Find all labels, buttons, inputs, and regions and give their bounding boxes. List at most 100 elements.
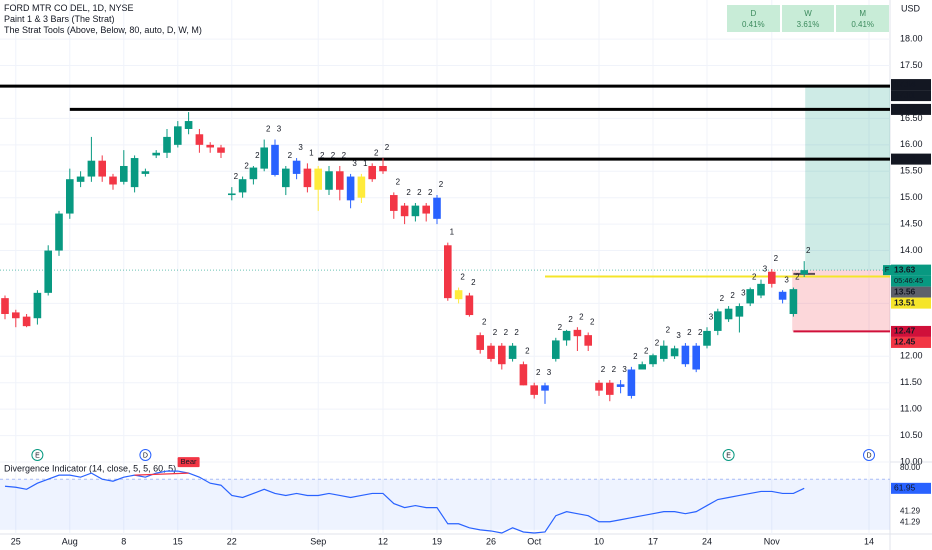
price-label: 17.14 (894, 79, 916, 89)
event-marker (863, 449, 875, 461)
strat-label: 2 (514, 328, 519, 337)
strat-label: 3 (676, 331, 681, 340)
divergence-line (134, 472, 189, 476)
candle-body (163, 136, 171, 153)
strat-label: 2 (406, 188, 411, 197)
candle-body (109, 176, 117, 185)
strat-label: 2 (396, 178, 401, 187)
strat-label: 3 (352, 159, 357, 168)
strat-label: 3 (622, 365, 627, 374)
x-tick-label: 14 (864, 536, 874, 546)
price-label: 13.63 (894, 264, 916, 274)
x-tick-label: 26 (486, 536, 496, 546)
candle-body (152, 152, 160, 156)
strat-label: 2 (504, 328, 509, 337)
strat-label: 2 (720, 294, 725, 303)
y-tick-label: 15.00 (900, 192, 923, 202)
y-tick-label: 11.50 (900, 377, 922, 387)
strat-label: 2 (331, 151, 336, 160)
candle-body (703, 330, 711, 346)
strat-label: 3 (547, 368, 552, 377)
candle-body (476, 335, 484, 350)
candle-body (282, 168, 290, 188)
tf-label: D (750, 9, 757, 18)
candle-body (552, 340, 560, 359)
pane-tick-label: 80.00 (900, 463, 921, 472)
candle-body (292, 160, 301, 174)
strat-label: 1 (309, 148, 314, 157)
strat-label: 2 (795, 273, 800, 282)
indicator-line (4, 470, 805, 534)
strat-label: 2 (612, 365, 617, 374)
candle-body (573, 329, 582, 337)
flag: F (885, 267, 889, 274)
band (0, 479, 890, 530)
price-label: 17.11 (894, 90, 915, 100)
strat-label: 2 (374, 148, 379, 157)
pane-tick-label: 41.29 (900, 507, 921, 516)
divergence-label: Bear (181, 457, 197, 466)
candle-body (487, 345, 495, 359)
candle-body (87, 160, 96, 177)
candle-body (735, 306, 744, 317)
indicator-label: The Strat Tools (Above, Below, 80, auto,… (4, 25, 202, 35)
strat-label: 2 (644, 347, 649, 356)
price-label: 12.47 (894, 326, 916, 336)
y-tick-label: 16.00 (900, 139, 923, 149)
candle-body (33, 292, 42, 319)
candle-body (346, 176, 355, 201)
strat-label: 2 (342, 151, 347, 160)
candle-body (55, 213, 63, 251)
pane-last-bg (891, 482, 931, 494)
y-tick-label: 18.00 (900, 33, 923, 43)
candle-body (303, 168, 312, 188)
candle-body (508, 345, 517, 359)
strat-label: 3 (763, 265, 768, 274)
tf-cell: W 3.61% (781, 5, 835, 32)
pane-last-label: 61.95 (894, 483, 916, 493)
candle-body (249, 167, 258, 180)
price-label-bg (891, 264, 931, 276)
x-tick-label: Sep (310, 536, 326, 546)
candle-body (271, 144, 279, 175)
candle-body (368, 165, 376, 180)
strat-label: 2 (579, 312, 584, 321)
candle-body (595, 382, 603, 391)
strat-label: 2 (568, 315, 573, 324)
candle-body (98, 160, 106, 177)
legend: FORD MTR CO DEL, 1D, NYSE Paint 1 & 3 Ba… (4, 3, 202, 36)
tf-value: 0.41% (851, 20, 875, 29)
candle-body (649, 355, 657, 365)
candle-body (411, 205, 420, 217)
candle-body (778, 291, 787, 300)
strat-label: 2 (266, 125, 271, 134)
strat-label: 2 (558, 323, 563, 332)
x-tick-label: 19 (432, 536, 442, 546)
x-tick-label: 17 (648, 536, 658, 546)
candle-body (325, 171, 333, 190)
tf-cell: M 0.41% (836, 5, 890, 32)
strat-label: 2 (320, 151, 325, 160)
price-label-bg (891, 90, 931, 102)
target-zone (805, 84, 890, 271)
strat-label: 2 (752, 273, 757, 282)
candle-body (584, 335, 592, 346)
candle-body (714, 311, 722, 331)
strat-label: 2 (536, 368, 541, 377)
price-label: 05:46:45 (894, 276, 923, 285)
event-label: E (726, 452, 731, 459)
candle-body (530, 385, 538, 395)
strat-label: 2 (525, 347, 530, 356)
strat-label: 3 (709, 312, 714, 321)
strat-label: 2 (655, 339, 660, 348)
candle-body (400, 205, 409, 217)
strat-label: 2 (806, 246, 811, 255)
candle-body (498, 345, 506, 365)
candle-body (141, 171, 150, 174)
candle-body (444, 245, 452, 299)
strat-label: 1 (363, 159, 368, 168)
candle-body (314, 168, 322, 190)
event-label: D (143, 452, 148, 459)
x-tick-label: 10 (594, 536, 604, 546)
